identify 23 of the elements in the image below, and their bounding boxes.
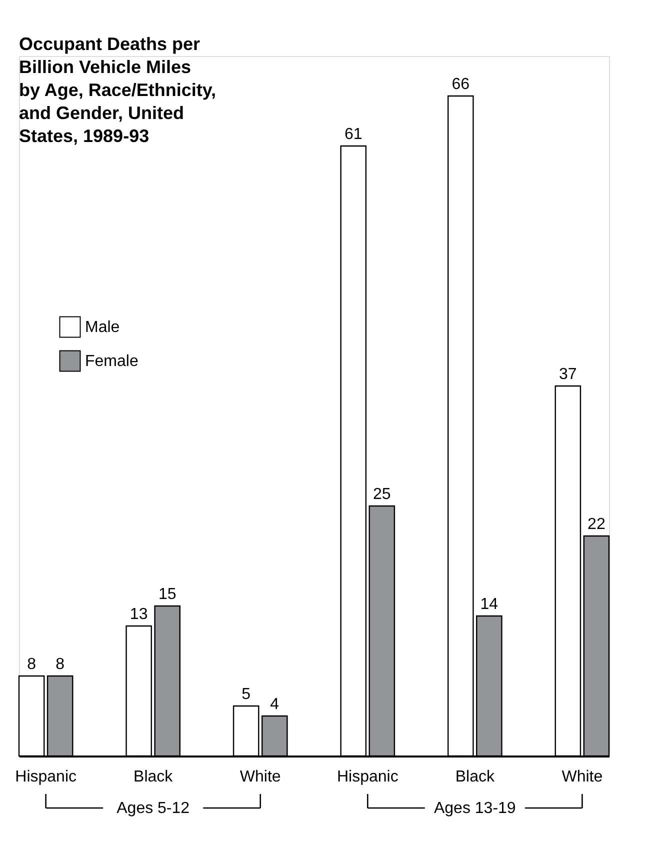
data-label: 25 — [373, 486, 391, 503]
text: Ages 5-12 — [116, 800, 190, 817]
x-tick-label: Black — [455, 768, 496, 786]
x-tick-label: Black — [134, 768, 174, 786]
data-label: 5 — [242, 686, 251, 703]
chart-title: Occupant Deaths per Billion Vehicle Miles by Age, Race/Ethnicity, and Gender, United States, 1989-93 — [19, 34, 216, 146]
data-label: 8 — [56, 656, 65, 673]
data-label: 8 — [27, 656, 36, 673]
x-tick-label: Hispanic — [336, 768, 398, 786]
x-tick-label: White — [562, 768, 603, 786]
data-label: 37 — [559, 366, 577, 383]
data-label: 14 — [480, 596, 498, 613]
legend-label: Female — [85, 353, 138, 370]
data-label: 66 — [452, 76, 470, 93]
data-label: 4 — [270, 696, 280, 713]
legend-label: Male — [85, 319, 120, 336]
data-label: 13 — [130, 606, 148, 623]
data-label: 61 — [344, 126, 362, 143]
text: Ages 13-19 — [434, 800, 516, 817]
data-label: 15 — [158, 586, 176, 603]
data-label: 22 — [588, 516, 606, 533]
x-tick-label: White — [240, 768, 281, 786]
x-tick-label: Hispanic — [15, 768, 76, 786]
